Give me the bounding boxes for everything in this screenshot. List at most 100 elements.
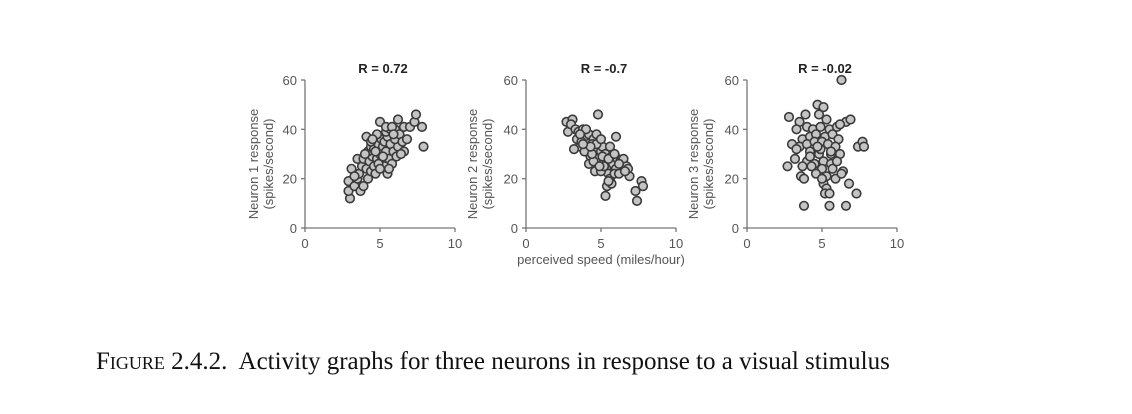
x-axis-title: perceived speed (miles/hour) bbox=[517, 252, 685, 267]
y-tick-label: 20 bbox=[283, 172, 297, 187]
data-point bbox=[603, 176, 614, 187]
data-point bbox=[845, 114, 856, 125]
x-tick-label: 10 bbox=[448, 236, 462, 251]
x-tick-label: 0 bbox=[301, 236, 308, 251]
y-tick-label: 60 bbox=[504, 73, 518, 88]
y-tick-label: 0 bbox=[511, 221, 518, 236]
data-points bbox=[343, 109, 429, 204]
figure-caption: Figure 2.4.2. Activity graphs for three … bbox=[96, 348, 1096, 376]
data-point bbox=[367, 134, 378, 145]
data-point bbox=[600, 190, 611, 201]
panel-title: R = -0.7 bbox=[581, 61, 628, 76]
data-point bbox=[824, 188, 835, 199]
y-tick-label: 20 bbox=[725, 172, 739, 187]
data-point bbox=[798, 200, 810, 211]
data-point bbox=[568, 144, 580, 155]
y-axis-title: Neuron 3 response bbox=[686, 109, 701, 220]
data-point bbox=[836, 74, 847, 86]
panel-neuron-1: 0 20 40 60 0 5 10 R = 0.72 Neuron 1 response (spi… bbox=[246, 61, 462, 251]
data-point bbox=[789, 153, 801, 164]
y-tick-label: 0 bbox=[290, 221, 297, 236]
data-point bbox=[594, 161, 605, 172]
data-point bbox=[804, 151, 816, 162]
panel-title: R = 0.72 bbox=[358, 61, 408, 76]
y-tick-label: 20 bbox=[504, 172, 518, 187]
data-point bbox=[840, 200, 852, 211]
panel-neuron-3: 0 20 40 60 0 5 10 R = -0.02 Neuron 3 response (sp… bbox=[686, 61, 904, 251]
data-point bbox=[377, 151, 389, 162]
x-tick-label: 10 bbox=[890, 236, 904, 251]
data-point bbox=[783, 111, 795, 123]
data-point bbox=[798, 173, 810, 184]
data-point bbox=[416, 121, 428, 132]
x-tick-label: 0 bbox=[743, 236, 750, 251]
data-point bbox=[359, 148, 371, 160]
data-point bbox=[609, 148, 620, 160]
data-point bbox=[619, 166, 631, 177]
data-point bbox=[836, 168, 847, 179]
data-point bbox=[834, 119, 846, 130]
data-point bbox=[791, 124, 802, 135]
data-point bbox=[388, 129, 399, 140]
x-tick-label: 5 bbox=[818, 236, 825, 251]
data-point bbox=[782, 161, 793, 172]
data-point bbox=[827, 163, 838, 174]
data-point bbox=[797, 161, 808, 172]
data-point bbox=[349, 171, 360, 182]
data-point bbox=[630, 185, 641, 197]
data-point bbox=[800, 109, 811, 120]
data-point bbox=[395, 148, 407, 160]
y-tick-label: 60 bbox=[283, 73, 297, 88]
data-point bbox=[825, 146, 837, 157]
data-points bbox=[782, 74, 870, 211]
data-point bbox=[358, 181, 369, 192]
data-point bbox=[816, 173, 828, 184]
data-point bbox=[815, 121, 826, 132]
y-axis-units: (spikes/second) bbox=[701, 118, 716, 209]
data-point bbox=[631, 195, 643, 206]
data-point bbox=[858, 141, 870, 152]
panel-neuron-2: 0 20 40 60 0 5 10 R = -0.7 Neuron 2 response (spi… bbox=[465, 61, 685, 267]
y-axis-units: (spikes/second) bbox=[480, 118, 495, 209]
data-point bbox=[637, 181, 649, 192]
data-point bbox=[843, 178, 855, 189]
data-point bbox=[410, 109, 422, 120]
y-axis-title: Neuron 1 response bbox=[246, 109, 261, 220]
y-tick-label: 0 bbox=[732, 221, 739, 236]
data-point bbox=[813, 109, 825, 120]
figure-label: Figure 2.4.2. bbox=[96, 348, 228, 375]
y-tick-label: 40 bbox=[504, 122, 518, 137]
data-point bbox=[613, 158, 625, 169]
x-tick-label: 5 bbox=[376, 236, 383, 251]
x-tick-label: 5 bbox=[597, 236, 604, 251]
data-point bbox=[577, 139, 589, 150]
y-axis-units: (spikes/second) bbox=[261, 118, 276, 209]
data-points bbox=[561, 109, 649, 206]
y-tick-label: 60 bbox=[725, 73, 739, 88]
y-tick-label: 40 bbox=[283, 122, 297, 137]
data-point bbox=[791, 144, 802, 155]
data-point bbox=[418, 141, 429, 152]
data-point bbox=[574, 129, 586, 140]
data-point bbox=[812, 141, 823, 152]
data-point bbox=[392, 114, 404, 125]
data-point bbox=[831, 156, 843, 167]
y-tick-label: 40 bbox=[725, 122, 739, 137]
data-point bbox=[374, 163, 386, 174]
data-point bbox=[383, 163, 395, 174]
data-point bbox=[821, 114, 832, 125]
data-point bbox=[604, 141, 616, 152]
data-point bbox=[592, 109, 604, 120]
y-axis-title: Neuron 2 response bbox=[465, 109, 480, 220]
data-point bbox=[401, 134, 413, 145]
data-point bbox=[824, 200, 835, 211]
panel-title: R = -0.02 bbox=[798, 61, 852, 76]
data-point bbox=[370, 146, 381, 157]
data-point bbox=[818, 101, 829, 113]
x-tick-label: 0 bbox=[522, 236, 529, 251]
x-tick-label: 10 bbox=[669, 236, 683, 251]
caption-text: Activity graphs for three neurons in res… bbox=[238, 348, 890, 375]
data-point bbox=[595, 134, 607, 145]
data-point bbox=[610, 131, 622, 142]
